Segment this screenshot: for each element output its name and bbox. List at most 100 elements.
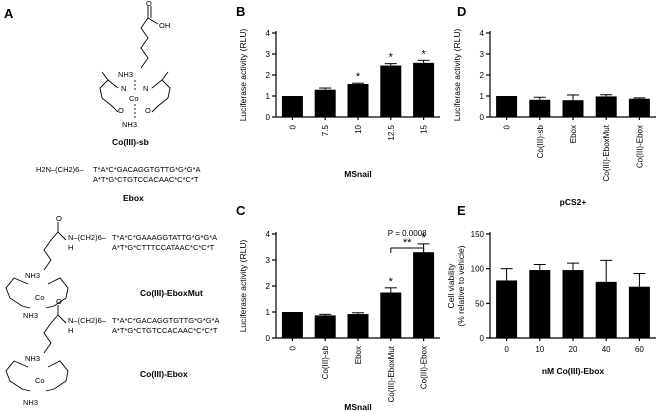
y-tick-label: 4 [266, 29, 271, 38]
y-tick-label: 4 [480, 29, 485, 38]
atom-n-right: N [143, 84, 148, 93]
ring-right [151, 79, 171, 113]
bar [562, 100, 584, 117]
y-tick-label: 1 [266, 308, 271, 317]
mut-linker: N–(CH2)6– [68, 233, 107, 242]
x-axis-label: MSnail [344, 402, 371, 412]
cobox-atom-co: Co [35, 376, 45, 385]
y-tick-label: 1 [266, 92, 271, 101]
y-tick-label: 3 [480, 50, 485, 59]
x-tick-label: Ebox [354, 346, 363, 364]
x-axis-label: MSnail [344, 169, 371, 179]
chart-panel-b: B 0 1 2 3 4 Luciferase activity (RLU) 0 7.5 10 * 12… [236, 4, 440, 179]
bar [380, 292, 402, 338]
ebox-strand-1: T*A*C*GACAGGTGTTG*G*G*A [93, 165, 201, 174]
x-tick-label: Co(III)-sb [321, 345, 330, 379]
acid-chain [140, 17, 149, 69]
bar [347, 84, 369, 117]
bar [413, 252, 435, 338]
significance-marker: * [421, 48, 426, 60]
y-tick-label: 1 [480, 92, 485, 101]
mut-strand-2: A*T*G*CTTTCCATAAC*C*C*T [112, 243, 215, 252]
structure-name-co-sb: Co(III)-sb [112, 137, 149, 147]
x-tick-label: 7.5 [321, 124, 330, 136]
x-tick-label: 0 [288, 124, 297, 129]
bar [281, 312, 303, 338]
y-tick-label: 4 [266, 230, 271, 239]
x-tick-label: 0 [288, 345, 297, 350]
structure-co-sb: O OH NH3 Co N N O O NH3 Co(III)-sb [99, 0, 171, 147]
x-tick-label: 12.5 [387, 124, 396, 140]
significance-marker: * [356, 71, 361, 83]
mut-ring-right [45, 277, 69, 309]
cobox-ring-left [5, 360, 31, 392]
mut-chain [43, 231, 67, 271]
cobox-atom-nh3-bot: NH3 [23, 398, 38, 407]
chart-panel-c: C 0 1 2 3 4 Luciferase activity (RLU) 0 Co(III)-… [236, 203, 440, 412]
atom-nh3-top: NH3 [118, 70, 133, 79]
y-tick-label: 3 [266, 50, 271, 59]
bar [314, 89, 336, 117]
ebox-linker: H2N–(CH2)6– [36, 165, 84, 174]
x-tick-label: 60 [635, 345, 644, 354]
y-tick-label: 2 [480, 71, 485, 80]
y-tick-label: 2 [266, 71, 271, 80]
y-tick-label: 0 [266, 113, 271, 122]
x-tick-label: Co(III)-EboxMut [387, 345, 396, 402]
structure-co-ebox: O N–(CH2)6– H T*A*C*GACAGGTGTTG*G*G*A A*… [5, 297, 220, 407]
cobox-atom-o: O [56, 297, 62, 306]
cobox-atom-nh3-top: NH3 [25, 354, 40, 363]
x-tick-label: Co(III)-Ebox [635, 125, 644, 168]
atom-o-left: O [118, 106, 124, 115]
significance-marker: * [421, 232, 426, 244]
bar [347, 314, 369, 338]
structure-ebox: H2N–(CH2)6– T*A*C*GACAGGTGTTG*G*G*A A*T*… [36, 165, 201, 203]
structure-name-co-ebox: Co(III)-Ebox [140, 369, 188, 379]
x-tick-label: 20 [569, 345, 578, 354]
atom-nh3-bot: NH3 [122, 120, 137, 129]
cobox-strand-2: A*T*G*CTGTCCACAAC*C*C*T [112, 326, 218, 335]
mut-atom-co: Co [35, 293, 45, 302]
cobox-linker: N–(CH2)6– [68, 316, 107, 325]
acid-oh-bond [147, 17, 159, 25]
panel-label: E [457, 203, 466, 218]
bar [628, 98, 650, 117]
bar [281, 96, 303, 117]
cobox-ring-right [45, 360, 69, 392]
panel-a-label: A [4, 6, 14, 21]
panel-label: B [236, 4, 245, 19]
bar [628, 286, 650, 338]
y-tick-label: 0 [480, 334, 485, 343]
atom-o-right: O [145, 106, 151, 115]
methyl-left [101, 71, 109, 81]
y-tick-label: 3 [266, 256, 271, 265]
cobox-chain [43, 314, 67, 354]
mut-ring-left [5, 277, 31, 309]
bar [380, 65, 402, 117]
methyl-right [161, 71, 169, 81]
x-axis-label: nM Co(III)-Ebox [542, 366, 605, 376]
cobox-atom-h: H [68, 326, 73, 335]
atom-n-left: N [121, 84, 126, 93]
panel-label: D [457, 4, 466, 19]
x-tick-label: Ebox [569, 125, 578, 143]
x-axis-label: pCS2+ [560, 197, 587, 207]
x-tick-label: Co(III)-Ebox [420, 346, 429, 389]
bracket-significance: ** [403, 237, 412, 249]
atom-oh: OH [159, 21, 170, 30]
y-axis-label: Luciferase activity (RLU) [238, 29, 248, 122]
bar [595, 281, 617, 338]
structure-name-ebox: Ebox [123, 193, 144, 203]
y-axis-label: (% relative to vehicle) [456, 245, 466, 326]
ring-left [99, 79, 119, 113]
bar [314, 315, 336, 338]
y-axis-label: Luciferase activity (RLU) [452, 29, 462, 122]
y-tick-label: 2 [266, 282, 271, 291]
bar [413, 62, 435, 117]
ebox-strand-2: A*T*G*CTGTCCACAAC*C*C*T [93, 175, 199, 184]
x-tick-label: Co(III)-EboxMut [602, 124, 611, 181]
bar [496, 280, 518, 338]
cobox-strand-1: T*A*C*GACAGGTGTTG*G*G*A [112, 316, 220, 325]
